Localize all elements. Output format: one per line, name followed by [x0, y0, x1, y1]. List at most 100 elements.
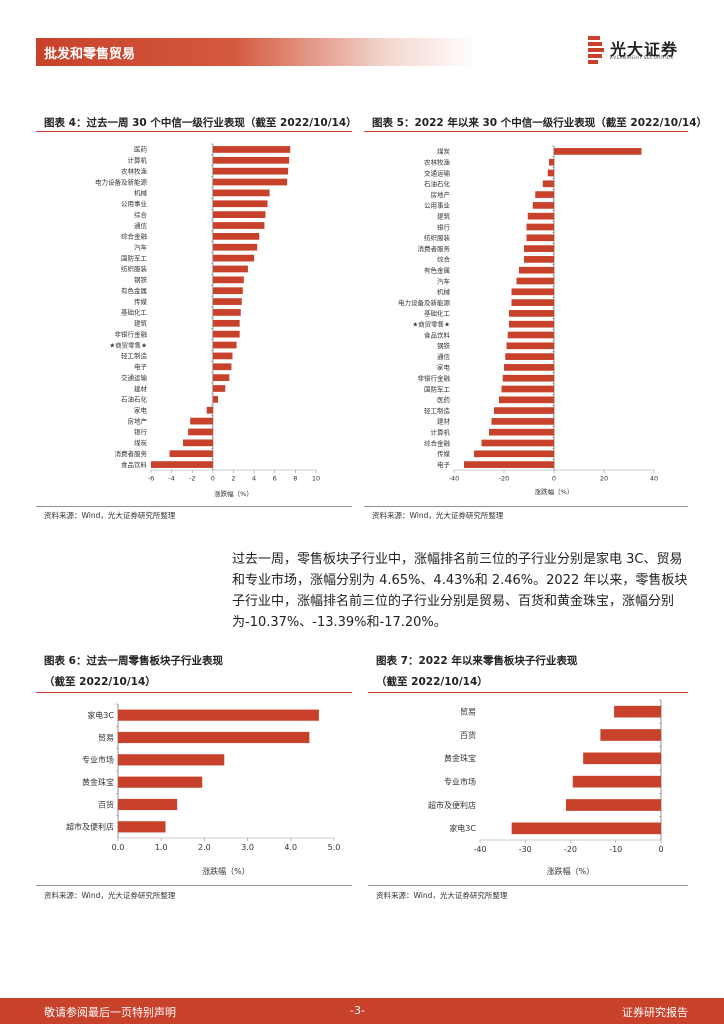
fig6-title-line2: （截至 2022/10/14） [44, 676, 156, 688]
fig5-bar [491, 418, 554, 425]
fig4-category-label: 通信 [134, 221, 148, 230]
fig6-title-line1: 图表 6：过去一周零售板块子行业表现 [44, 655, 223, 667]
fig4-x-tick-label: -2 [189, 475, 195, 483]
fig5-category-label: 传媒 [437, 449, 451, 458]
fig5-category-label: 综合 [437, 255, 451, 264]
body-paragraph: 过去一周，零售板块子行业中，涨幅排名前三位的子行业分别是家电 3C、贸易和专业市… [232, 552, 688, 630]
fig6-category-label: 家电3C [87, 710, 114, 720]
fig4-bar [212, 222, 265, 229]
page-number: -3- [350, 1004, 365, 1017]
fig4-bar [212, 146, 291, 153]
fig4-bar [151, 461, 213, 468]
fig5-bar [554, 148, 642, 155]
fig5-category-label: 公用事业 [424, 201, 451, 210]
fig6-bar [118, 776, 203, 788]
fig4-category-label: 食品饮料 [121, 460, 148, 469]
fig4-category-label: 综合 [134, 210, 148, 219]
fig5-chart: 煤炭农林牧渔交通运输石油石化房地产公用事业建筑银行纺织服装消费者服务综合有色金属… [398, 145, 658, 496]
fig6-category-label: 专业市场 [82, 755, 114, 765]
logo: 光大证券 EVERBRIGHT SECURITIES [586, 34, 696, 68]
fig7-category-label: 贸易 [460, 706, 476, 716]
fig7-x-axis-label: 涨跌幅（%） [547, 866, 595, 876]
fig5-bar [474, 450, 554, 458]
fig4-category-label: 基础化工 [121, 308, 148, 317]
fig5-x-tick-label: 20 [600, 475, 608, 483]
fig7-bottom-rule [368, 885, 688, 886]
fig5-bar [509, 310, 554, 317]
fig6-x-tick-label: 1.0 [155, 843, 168, 852]
fig4-bar [212, 374, 230, 382]
fig4-bar [212, 156, 290, 164]
fig6-bar [118, 754, 225, 766]
fig4-x-tick-label: -6 [148, 475, 154, 483]
fig4-bar [212, 385, 226, 392]
fig7-x-tick-label: -30 [519, 845, 532, 854]
fig4-bar [182, 439, 213, 447]
fig7-top-rule [368, 692, 688, 693]
fig4-bar [212, 276, 244, 284]
fig4-bar [212, 287, 243, 295]
fig7-category-label: 百货 [460, 730, 476, 740]
fig5-bottom-rule [364, 506, 688, 507]
fig4-bar [212, 330, 240, 338]
fig4-category-label: 家电 [134, 406, 148, 415]
fig4-category-label: 医药 [134, 145, 148, 154]
fig5-category-label: 交通运输 [424, 168, 451, 177]
fig5-title: 图表 5：2022 年以来 30 个中信一级行业表现（截至 2022/10/14… [372, 117, 708, 129]
fig4-bar [212, 167, 289, 175]
fig5-bar [494, 407, 554, 414]
fig7-category-label: 专业市场 [444, 776, 476, 786]
fig6-category-label: 超市及便利店 [66, 822, 114, 832]
fig5-bar [464, 461, 554, 468]
fig4-bar [212, 178, 288, 186]
fig5-category-label: 房地产 [431, 190, 451, 199]
fig5-category-label: 有色金属 [424, 265, 450, 274]
fig5-category-label: 建材 [437, 417, 451, 426]
fig4-source: 资料来源：Wind，光大证券研究所整理 [44, 511, 176, 520]
fig5-bar [542, 180, 554, 188]
footer-bar [0, 998, 724, 1024]
fig4-bar [212, 254, 255, 262]
fig5-category-label: 家电 [437, 363, 451, 372]
fig4-category-label: 综合金融 [121, 232, 148, 241]
fig4-category-label: 传媒 [134, 297, 148, 306]
fig7-category-label: 黄金珠宝 [444, 753, 476, 763]
fig4-bottom-rule [36, 506, 352, 507]
fig4-bar [212, 298, 242, 305]
footer-disclaimer: 敬请参阅最后一页特别声明 [44, 1006, 176, 1019]
fig6-bar [118, 798, 178, 811]
fig5-category-label: 石油石化 [424, 179, 451, 188]
fig4-category-label: 交通运输 [121, 373, 148, 382]
fig5-bar [547, 169, 554, 177]
fig4-category-label: 银行 [134, 427, 148, 436]
fig5-bar [506, 342, 554, 350]
fig5-category-label: 建筑 [437, 211, 451, 220]
fig4-category-label: 煤炭 [134, 438, 148, 447]
fig5-category-label: 纺织服装 [424, 233, 451, 242]
fig6-bottom-rule [36, 885, 352, 886]
fig5-category-label: 电子 [437, 460, 451, 469]
fig4-category-label: 公用事业 [121, 199, 148, 208]
fig4-bar [212, 243, 258, 251]
fig5-category-label: 农林牧渔 [424, 157, 451, 166]
fig5-bar [524, 245, 554, 252]
fig5-category-label: 汽车 [437, 276, 451, 285]
fig5-bar [504, 364, 554, 371]
fig5-bar [489, 428, 554, 436]
fig5-category-label: 通信 [437, 352, 451, 361]
fig5-category-label: 轻工制造 [424, 406, 451, 415]
fig5-x-axis-label: 涨跌幅（%） [535, 487, 574, 496]
fig4-bar [212, 352, 233, 360]
fig5-bar [532, 202, 554, 209]
fig4-chart: 医药计算机农林牧渔电力设备及新能源机械公用事业综合通信综合金融汽车国防军工纺织服… [95, 143, 320, 498]
fig4-category-label: 非银行金融 [115, 329, 148, 338]
logo-name-cn: 光大证券 [610, 40, 679, 59]
fig4-bar [212, 363, 232, 371]
fig4-category-label: ★商贸零售★ [109, 340, 147, 349]
fig4-title: 图表 4：过去一周 30 个中信一级行业表现（截至 2022/10/14） [44, 117, 357, 129]
fig5-top-rule [364, 131, 688, 132]
fig7-x-tick-label: -10 [609, 845, 622, 854]
fig5-bar [509, 320, 554, 328]
